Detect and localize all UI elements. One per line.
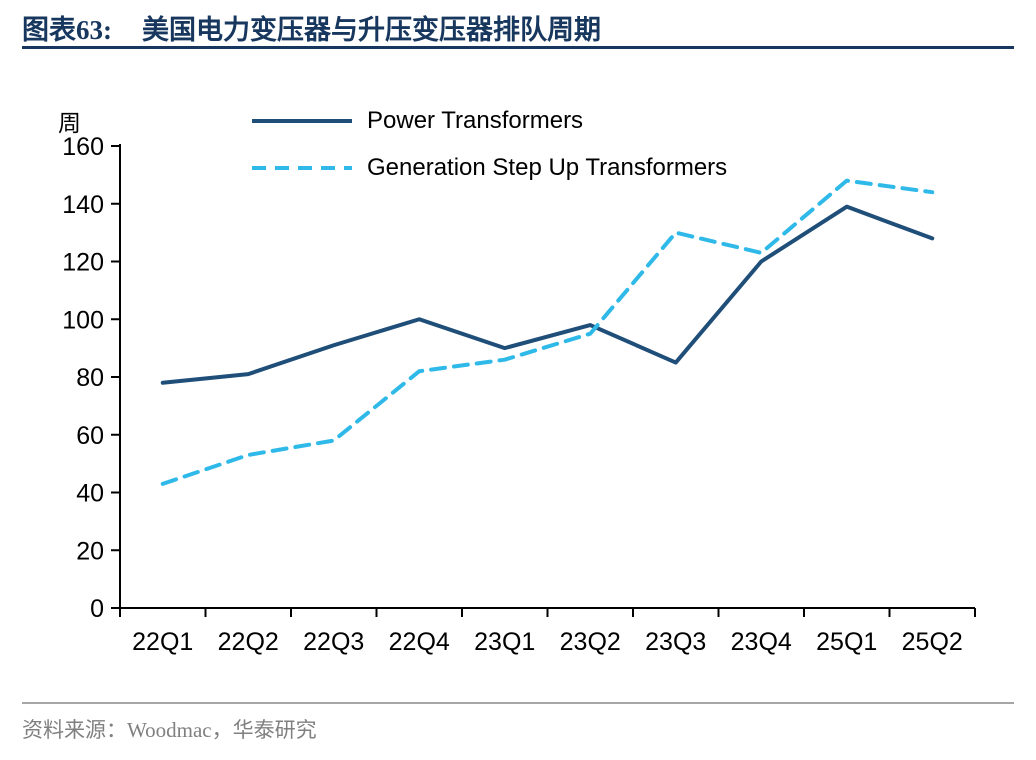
x-tick-label: 25Q2 <box>902 628 963 656</box>
chart-number-label: 图表63: <box>22 15 112 45</box>
y-tick-label: 140 <box>62 191 104 219</box>
title-divider <box>22 46 1014 49</box>
chart-legend: Power Transformers Generation Step Up Tr… <box>252 104 727 198</box>
y-tick-label: 120 <box>62 249 104 277</box>
chart-header: 图表63: 美国电力变压器与升压变压器排队周期 <box>22 8 601 47</box>
y-tick-label: 60 <box>76 422 104 450</box>
y-axis-unit-label: 周 <box>58 110 81 136</box>
y-tick-label: 40 <box>76 480 104 508</box>
y-tick-label: 20 <box>76 537 104 565</box>
legend-item-step-up-transformers: Generation Step Up Transformers <box>252 151 727 185</box>
x-tick-label: 22Q4 <box>389 628 450 656</box>
series-line-0 <box>160 204 935 385</box>
x-tick-label: 23Q4 <box>731 628 792 656</box>
x-tick-label: 22Q2 <box>218 628 279 656</box>
x-tick-label: 23Q3 <box>645 628 706 656</box>
legend-label-power-transformers: Power Transformers <box>367 107 584 134</box>
legend-label-step-up-transformers: Generation Step Up Transformers <box>367 154 728 181</box>
x-tick-label: 22Q3 <box>303 628 364 656</box>
legend-item-power-transformers: Power Transformers <box>252 104 727 138</box>
y-tick-label: 160 <box>62 133 104 161</box>
legend-key-solid-line-icon <box>252 119 352 123</box>
source-note: 资料来源：Woodmac，华泰研究 <box>22 718 317 742</box>
legend-key-dashed-line-icon <box>252 166 352 170</box>
footer-divider <box>22 702 1014 704</box>
x-tick-label: 22Q1 <box>132 628 193 656</box>
series-line-1 <box>160 178 935 486</box>
x-tick-label: 23Q2 <box>560 628 621 656</box>
chart-title: 美国电力变压器与升压变压器排队周期 <box>142 15 601 45</box>
y-tick-label: 100 <box>62 306 104 334</box>
line-chart: 周 0 20 40 60 80 100 120 140 160 22Q1 22Q2 22Q3 22Q4 2… <box>0 60 1036 690</box>
x-tick-label: 25Q1 <box>816 628 877 656</box>
chart-canvas: 0 20 40 60 80 100 120 140 160 22Q1 22Q2 22Q3 22Q4 23Q… <box>62 133 976 656</box>
x-tick-label: 23Q1 <box>474 628 535 656</box>
y-tick-label: 0 <box>90 595 104 623</box>
y-tick-label: 80 <box>76 364 104 392</box>
